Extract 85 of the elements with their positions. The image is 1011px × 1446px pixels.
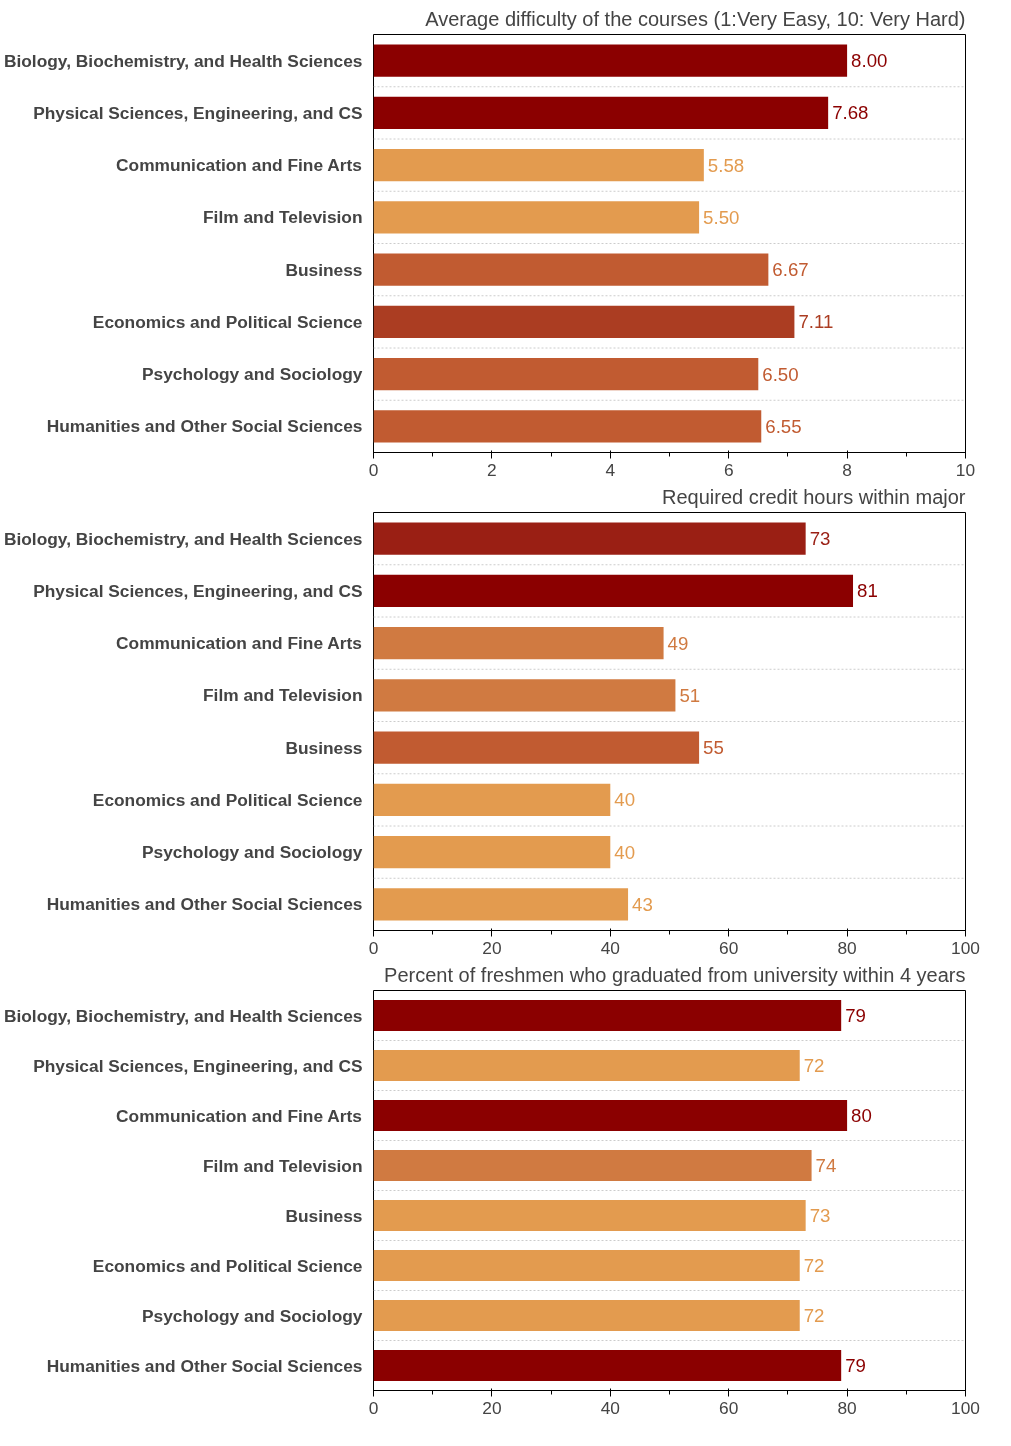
data-label: 8.00: [851, 50, 888, 72]
x-tick-label: 4: [605, 459, 616, 480]
data-label: 73: [809, 1205, 831, 1226]
data-label: 5.50: [703, 206, 740, 228]
y-tick-label: Business: [285, 259, 363, 280]
data-label: 40: [614, 789, 636, 811]
y-tick-label: Humanities and Other Social Sciences: [46, 1355, 363, 1376]
y-tick-label: Communication and Fine Arts: [116, 1105, 362, 1126]
data-label: 72: [803, 1055, 825, 1076]
y-tick-label: Film and Television: [202, 685, 363, 706]
bar: [373, 410, 762, 443]
x-tick-label: 10: [955, 459, 976, 480]
data-label: 72: [803, 1305, 825, 1326]
y-tick-label: Film and Television: [202, 207, 363, 228]
y-tick-label: Biology, Biochemistry, and Health Sciences: [3, 50, 363, 71]
data-label: 6.67: [772, 259, 809, 281]
bar: [373, 574, 854, 608]
x-tick-label: 60: [719, 937, 739, 958]
bar: [373, 626, 664, 660]
x-tick-label: 80: [837, 1397, 857, 1418]
bar: [373, 305, 795, 339]
bar: [373, 44, 848, 77]
chart-title: Required credit hours within major: [662, 485, 966, 508]
data-label: 7.11: [798, 311, 834, 333]
data-label: 72: [803, 1255, 825, 1276]
bar: [373, 96, 829, 130]
y-tick-label: Economics and Political Science: [92, 311, 363, 332]
data-label: 81: [857, 580, 878, 602]
chart-title: Average difficulty of the courses (1:Very Easy, 10: Very Hard): [425, 7, 966, 30]
x-tick-label: 0: [368, 1397, 379, 1418]
chart-title: Percent of freshmen who graduated from university within 4 years: [384, 963, 966, 986]
x-tick-label: 20: [482, 1397, 502, 1418]
data-label: 51: [679, 684, 701, 706]
bar: [373, 522, 806, 555]
y-tick-label: Physical Sciences, Engineering, and CS: [33, 1055, 363, 1076]
x-tick-label: 0: [368, 459, 379, 480]
y-tick-label: Psychology and Sociology: [142, 842, 363, 863]
y-tick-label: Psychology and Sociology: [142, 1305, 363, 1326]
y-tick-label: Humanities and Other Social Sciences: [46, 416, 363, 437]
y-tick-label: Film and Television: [202, 1155, 363, 1176]
x-tick-label: 40: [600, 1397, 620, 1418]
data-label: 43: [632, 893, 653, 915]
x-tick-label: 100: [951, 937, 980, 958]
y-tick-label: Communication and Fine Arts: [116, 155, 362, 176]
data-label: 74: [815, 1155, 837, 1176]
bar: [373, 731, 700, 764]
bar: [373, 201, 700, 234]
data-label: 6.50: [762, 363, 799, 385]
x-tick-label: 6: [723, 459, 734, 480]
y-tick-label: Economics and Political Science: [92, 789, 363, 810]
bar: [373, 783, 611, 817]
data-label: 55: [703, 737, 724, 759]
bar: [373, 888, 629, 921]
data-label: 5.58: [707, 154, 745, 176]
y-tick-label: Biology, Biochemistry, and Health Sciences: [3, 1005, 363, 1026]
y-tick-label: Humanities and Other Social Sciences: [46, 894, 363, 915]
data-label: 49: [667, 632, 689, 654]
data-label: 6.55: [765, 415, 802, 437]
y-tick-label: Economics and Political Science: [92, 1255, 363, 1276]
data-label: 40: [614, 841, 636, 863]
data-label: 7.68: [832, 102, 869, 124]
y-tick-label: Biology, Biochemistry, and Health Sciences: [3, 528, 363, 549]
y-tick-label: Business: [285, 1205, 363, 1226]
y-tick-label: Physical Sciences, Engineering, and CS: [33, 102, 363, 123]
y-tick-label: Communication and Fine Arts: [116, 633, 362, 654]
data-label: 73: [809, 528, 831, 550]
y-tick-label: Business: [285, 737, 363, 758]
x-tick-label: 80: [837, 937, 857, 958]
bar: [373, 835, 611, 869]
x-tick-label: 20: [482, 937, 502, 958]
x-tick-label: 60: [719, 1397, 739, 1418]
y-tick-label: Psychology and Sociology: [142, 364, 363, 385]
y-tick-label: Physical Sciences, Engineering, and CS: [33, 580, 363, 601]
x-tick-label: 0: [368, 937, 379, 958]
bar: [373, 253, 769, 286]
x-tick-label: 100: [951, 1397, 980, 1418]
x-tick-label: 8: [842, 459, 852, 480]
data-label: 79: [845, 1005, 866, 1026]
x-tick-label: 40: [600, 937, 620, 958]
bar: [373, 148, 704, 182]
x-tick-label: 2: [487, 459, 497, 480]
data-label: 79: [845, 1355, 866, 1376]
bar: [373, 679, 676, 712]
data-label: 80: [851, 1105, 872, 1126]
bar: [373, 357, 759, 391]
